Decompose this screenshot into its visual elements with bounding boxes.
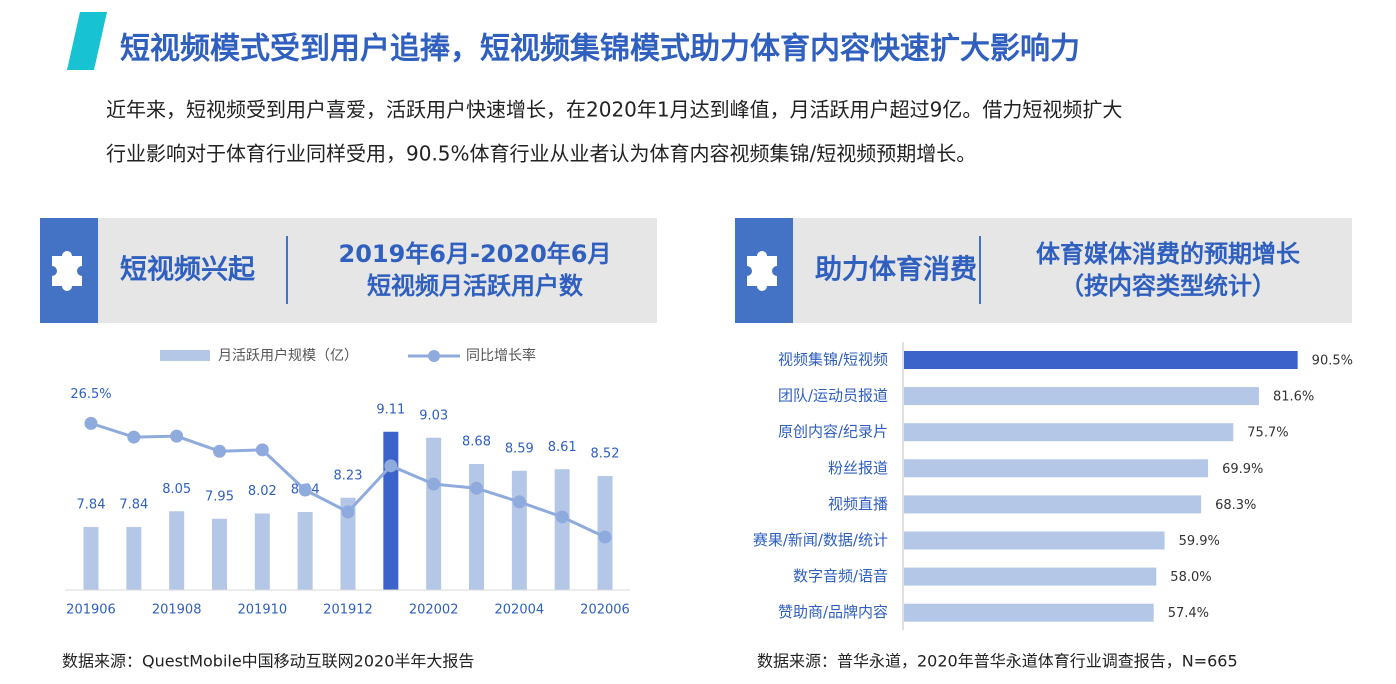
legend-swatch: [428, 350, 440, 362]
line-marker: [512, 495, 526, 509]
puzzle-icon: [52, 251, 82, 291]
bar: [426, 437, 442, 590]
data-label: 8.23: [334, 468, 363, 483]
legend-label: 月活跃用户规模（亿）: [218, 347, 358, 364]
bar: [169, 511, 185, 590]
panel-header: [40, 218, 657, 323]
bar: [297, 512, 313, 590]
bar: [904, 567, 1157, 586]
data-label: 8.05: [162, 482, 191, 497]
data-label: 69.9%: [1222, 462, 1263, 477]
y-tick-label: 赞助商/品牌内容: [778, 603, 888, 621]
y-tick-label: 数字音频/语音: [793, 567, 888, 585]
bar: [511, 470, 527, 590]
panel-bg: [40, 218, 657, 323]
x-tick-label: 202002: [409, 603, 459, 618]
line-marker: [298, 483, 312, 497]
line-marker: [470, 481, 483, 495]
data-label: 8.02: [248, 484, 277, 499]
x-tick-label: 202004: [495, 603, 545, 618]
bar: [383, 431, 399, 590]
bar: [126, 527, 142, 590]
y-tick-label: 赛果/新闻/数据/统计: [753, 531, 888, 549]
bar: [904, 387, 1259, 406]
panel-bg: [735, 218, 1352, 323]
accent-shape: [67, 12, 107, 70]
line-marker: [384, 459, 398, 473]
panel-title: 短视频兴起: [120, 255, 256, 286]
bar: [904, 495, 1202, 514]
y-tick-label: 视频集锦/短视频: [778, 351, 888, 369]
data-label: 26.5%: [70, 387, 111, 402]
x-tick-label: 201906: [66, 603, 116, 618]
chart-title: （按内容类型统计）: [1060, 272, 1276, 300]
line-marker: [255, 443, 269, 457]
bar: [904, 459, 1209, 478]
line-marker: [555, 510, 569, 524]
bar: [904, 351, 1298, 369]
legend-label: 同比增长率: [466, 347, 536, 364]
bar: [904, 531, 1165, 550]
legend-swatch: [160, 350, 210, 361]
data-label: 7.95: [205, 489, 234, 504]
bar: [554, 469, 570, 590]
bar: [469, 464, 484, 590]
data-label: 68.3%: [1215, 498, 1256, 513]
data-label: 8.61: [548, 440, 577, 455]
data-label: 57.4%: [1168, 606, 1209, 621]
bar: [254, 513, 270, 590]
x-tick-label: 201910: [238, 603, 288, 618]
line-marker: [170, 429, 184, 443]
y-tick-label: 粉丝报道: [828, 459, 888, 477]
x-tick-label: 202006: [580, 603, 630, 618]
line-marker: [213, 444, 226, 458]
data-label: 9.03: [419, 408, 448, 423]
source: 数据来源：普华永道，2020年普华永道体育行业调查报告，N=665: [757, 652, 1238, 671]
line-marker: [84, 416, 98, 430]
bar: [904, 603, 1154, 622]
data-label: 8.52: [591, 447, 620, 462]
bar: [904, 423, 1234, 442]
paragraph-line: 行业影响对于体育行业同样受用，90.5%体育行业从业者认为体育内容视频集锦/短视…: [106, 142, 976, 166]
data-label: 9.11: [376, 402, 405, 417]
y-tick-label: 团队/运动员报道: [778, 387, 888, 405]
y-tick-label: 视频直播: [828, 495, 888, 513]
data-label: 81.6%: [1273, 390, 1314, 405]
data-label: 59.9%: [1179, 534, 1220, 549]
data-label: 7.84: [119, 498, 148, 513]
data-label: 90.5%: [1312, 354, 1353, 369]
bar: [212, 518, 227, 590]
panel-header: [735, 218, 1352, 323]
data-label: 8.59: [505, 441, 534, 456]
bar: [83, 527, 99, 590]
page-title: 短视频模式受到用户追捧，短视频集锦模式助力体育内容快速扩大影响力: [120, 32, 1080, 67]
chart-title: 短视频月活跃用户数: [367, 272, 584, 300]
line-marker: [127, 430, 141, 444]
y-tick-label: 原创内容/纪录片: [778, 423, 888, 441]
data-label: 7.84: [77, 498, 106, 513]
line-marker: [341, 505, 355, 519]
chart-title: 体育媒体消费的预期增长: [1036, 240, 1301, 268]
puzzle-icon: [747, 251, 777, 291]
data-label: 58.0%: [1170, 570, 1211, 585]
data-label: 75.7%: [1247, 426, 1288, 441]
chart-title: 2019年6月-2020年6月: [339, 240, 612, 268]
paragraph-line: 近年来，短视频受到用户喜爱，活跃用户快速增长，在2020年1月达到峰值，月活跃用…: [106, 98, 1122, 122]
bar: [340, 497, 356, 590]
source: 数据来源：QuestMobile中国移动互联网2020半年大报告: [62, 652, 474, 671]
line-marker: [427, 477, 441, 491]
line-marker: [598, 530, 612, 544]
x-tick-label: 201912: [323, 603, 373, 618]
x-tick-label: 201908: [152, 603, 202, 618]
panel-title: 助力体育消费: [815, 254, 977, 286]
data-label: 8.68: [462, 435, 491, 450]
